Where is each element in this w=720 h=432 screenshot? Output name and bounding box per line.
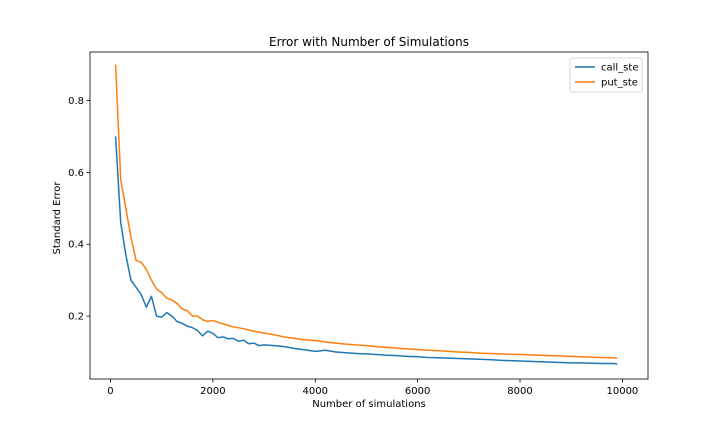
x-tick-label: 10000 (606, 386, 638, 397)
y-axis-label: Standard Error (52, 181, 63, 255)
legend-entry-label: put_ste (601, 78, 638, 89)
y-tick-label: 0.2 (68, 312, 84, 323)
legend: call_ste put_ste (569, 57, 643, 93)
series-line-call-ste (114, 136, 618, 365)
x-axis-label: Number of simulations (312, 399, 426, 410)
x-tick-label: 4000 (303, 386, 328, 397)
y-tick-label: 0.6 (68, 168, 84, 179)
plot-area: 0 2000 4000 6000 8000 10000 0.2 0.4 0.6 0.8 (68, 51, 649, 397)
y-tick-label: 0.4 (68, 240, 84, 251)
legend-entry-label: call_ste (601, 63, 638, 74)
x-tick-label: 0 (107, 386, 113, 397)
axes-frame (89, 51, 649, 380)
series-line-put-ste (114, 64, 618, 359)
x-tick-label: 2000 (200, 386, 225, 397)
x-tick-label: 8000 (507, 386, 532, 397)
chart-title: Error with Number of Simulations (269, 35, 469, 49)
x-tick-label: 6000 (405, 386, 430, 397)
y-tick-label: 0.8 (68, 96, 84, 107)
